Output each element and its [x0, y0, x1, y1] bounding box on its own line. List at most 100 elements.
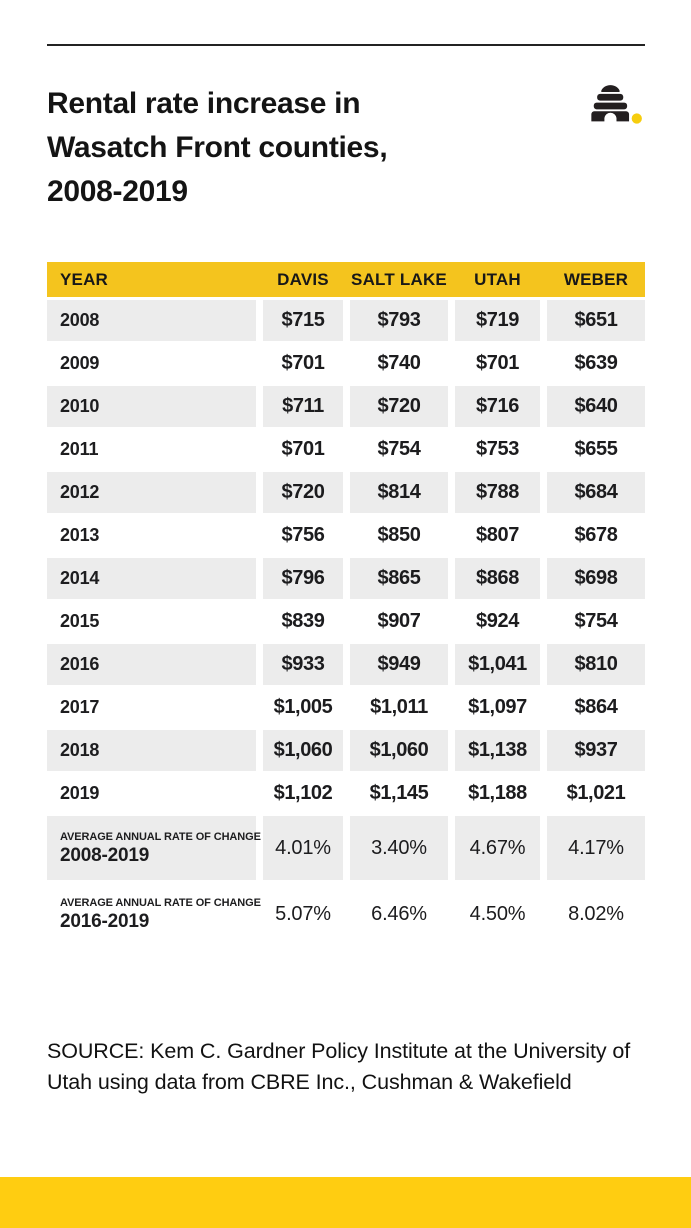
year-cell: 2009: [60, 353, 100, 373]
footer-yellow-bar: [0, 1177, 691, 1228]
year-cell: 2017: [60, 697, 100, 717]
summary-label-caption: AVERAGE ANNUAL RATE OF CHANGE: [60, 831, 261, 843]
value-cell: $868: [455, 558, 540, 599]
year-cell: 2018: [47, 730, 256, 771]
column-header: SALT LAKE: [351, 269, 447, 289]
year-cell: 2008: [47, 300, 256, 341]
rental-rate-table: YEAR DAVIS SALT LAKE UTAH WEBER 2008 $715 $793…: [47, 262, 645, 948]
summary-label-range: 2016-2019: [60, 911, 150, 932]
year-cell: 2011: [60, 439, 99, 459]
value-cell: $655: [574, 438, 618, 460]
value-cell: $788: [455, 472, 540, 513]
year-cell: 2016: [47, 644, 256, 685]
value-cell: $1,060: [350, 730, 448, 771]
table-row: 2016 $933 $949 $1,041 $810: [47, 644, 645, 685]
table-row: 2013 $756 $850 $807 $678: [47, 515, 645, 556]
value-cell: 4.50%: [469, 902, 526, 925]
value-cell: $796: [263, 558, 343, 599]
value-cell: $753: [476, 438, 519, 460]
value-cell: $1,097: [468, 696, 527, 718]
column-header: UTAH: [474, 269, 521, 289]
table-row: 2009 $701 $740 $701 $639: [47, 343, 645, 384]
value-cell: $937: [547, 730, 645, 771]
value-cell: $720: [350, 386, 448, 427]
value-cell: $698: [547, 558, 645, 599]
year-cell: 2010: [47, 386, 256, 427]
value-cell: 4.17%: [547, 816, 645, 880]
value-cell: $807: [476, 524, 519, 546]
value-cell: $639: [574, 352, 618, 374]
value-cell: $716: [455, 386, 540, 427]
value-cell: $865: [350, 558, 448, 599]
page-title: Rental rate increase in Wasatch Front co…: [47, 82, 567, 214]
value-cell: $924: [476, 610, 519, 632]
summary-label-range: 2008-2019: [60, 845, 150, 866]
value-cell: 8.02%: [568, 902, 624, 925]
summary-row: AVERAGE ANNUAL RATE OF CHANGE 2008-2019 4.…: [47, 816, 645, 880]
table-header-row: YEAR DAVIS SALT LAKE UTAH WEBER: [47, 262, 645, 297]
column-header: DAVIS: [277, 269, 329, 289]
source-text: SOURCE: Kem C. Gardner Policy Institute …: [47, 1039, 631, 1094]
value-cell: $907: [377, 610, 421, 632]
year-cell: 2013: [60, 525, 100, 545]
value-cell: $850: [377, 524, 421, 546]
summary-label: AVERAGE ANNUAL RATE OF CHANGE 2016-2019: [47, 882, 261, 946]
value-cell: $864: [574, 696, 618, 718]
summary-label-caption: AVERAGE ANNUAL RATE OF CHANGE: [60, 897, 261, 909]
table-row: 2017 $1,005 $1,011 $1,097 $864: [47, 687, 645, 728]
top-divider: [47, 44, 645, 46]
value-cell: $814: [350, 472, 448, 513]
page-title-line: Rental rate increase in: [47, 87, 361, 121]
value-cell: $740: [377, 352, 421, 374]
beehive-logo: [587, 74, 645, 136]
value-cell: 5.07%: [275, 902, 331, 925]
yellow-dot-icon: [631, 113, 642, 124]
value-cell: $701: [476, 352, 519, 374]
year-cell: 2014: [47, 558, 256, 599]
value-cell: $719: [455, 300, 540, 341]
value-cell: $754: [377, 438, 421, 460]
summary-row: AVERAGE ANNUAL RATE OF CHANGE 2016-2019 5.…: [47, 882, 645, 946]
value-cell: $720: [263, 472, 343, 513]
page-title-line: 2008-2019: [47, 175, 188, 209]
value-cell: $701: [281, 352, 325, 374]
table-row: 2014 $796 $865 $868 $698: [47, 558, 645, 599]
value-cell: $1,188: [468, 782, 527, 804]
value-cell: $839: [281, 610, 325, 632]
value-cell: $701: [281, 438, 325, 460]
table-row: 2018 $1,060 $1,060 $1,138 $937: [47, 730, 645, 771]
table-body: 2008 $715 $793 $719 $651 2009 $701 $740 $701 $639…: [47, 300, 645, 946]
value-cell: $949: [350, 644, 448, 685]
page-title-line: Wasatch Front counties,: [47, 131, 388, 165]
value-cell: $678: [574, 524, 618, 546]
value-cell: $1,102: [273, 782, 333, 804]
summary-label: AVERAGE ANNUAL RATE OF CHANGE 2008-2019: [47, 816, 261, 880]
year-cell: 2015: [60, 611, 100, 631]
value-cell: $640: [547, 386, 645, 427]
column-header: YEAR: [60, 269, 109, 289]
value-cell: $1,145: [369, 782, 429, 804]
column-header: WEBER: [563, 269, 629, 289]
value-cell: $793: [350, 300, 448, 341]
value-cell: $754: [574, 610, 618, 632]
table-row: 2012 $720 $814 $788 $684: [47, 472, 645, 513]
year-cell: 2019: [60, 783, 100, 803]
table-row: 2019 $1,102 $1,145 $1,188 $1,021: [47, 773, 645, 814]
year-cell: 2012: [47, 472, 256, 513]
value-cell: $756: [281, 524, 325, 546]
value-cell: 6.46%: [371, 902, 427, 925]
value-cell: $651: [547, 300, 645, 341]
value-cell: 3.40%: [350, 816, 448, 880]
value-cell: $715: [263, 300, 343, 341]
value-cell: $1,021: [566, 782, 626, 804]
value-cell: $933: [263, 644, 343, 685]
value-cell: $684: [547, 472, 645, 513]
table-row: 2010 $711 $720 $716 $640: [47, 386, 645, 427]
value-cell: $1,138: [455, 730, 540, 771]
value-cell: $711: [263, 386, 343, 427]
value-cell: $1,041: [455, 644, 540, 685]
value-cell: $1,060: [263, 730, 343, 771]
value-cell: $1,011: [370, 696, 428, 718]
value-cell: $1,005: [273, 696, 333, 718]
beehive-icon: [591, 85, 642, 124]
